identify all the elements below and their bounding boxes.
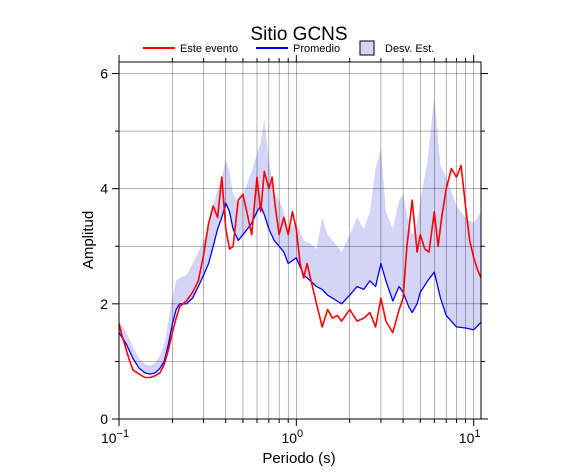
legend-band-swatch — [359, 40, 375, 56]
std-dev-band-layer — [119, 96, 481, 375]
grid-layer — [119, 62, 481, 419]
legend-event-label: Este evento — [180, 43, 238, 55]
y-axis-label: Amplitud — [80, 211, 97, 269]
legend: Este evento Promedio Desv. Est. — [143, 40, 434, 56]
plot-frame — [118, 61, 482, 420]
y-tick-label: 2 — [100, 296, 108, 312]
legend-mean-label: Promedio — [293, 43, 340, 55]
y-tick-label: 0 — [100, 411, 108, 427]
chart-title: Sitio GCNS — [250, 24, 347, 45]
event-series-line — [118, 164, 482, 379]
legend-band-label: Desv. Est. — [385, 43, 434, 55]
std-dev-band — [119, 96, 481, 375]
mean-series-line — [118, 202, 482, 375]
x-tick-label: 100 — [281, 428, 303, 446]
y-tick-label: 6 — [100, 66, 108, 82]
x-tick-label: 101 — [459, 428, 481, 446]
y-tick-label: 4 — [100, 181, 108, 197]
x-tick-label: 10−1 — [101, 428, 129, 446]
series-layer — [118, 164, 482, 379]
x-axis-label: Periodo (s) — [262, 450, 335, 467]
axes-layer: 10−1 100 101 0 2 4 6 — [100, 55, 488, 446]
